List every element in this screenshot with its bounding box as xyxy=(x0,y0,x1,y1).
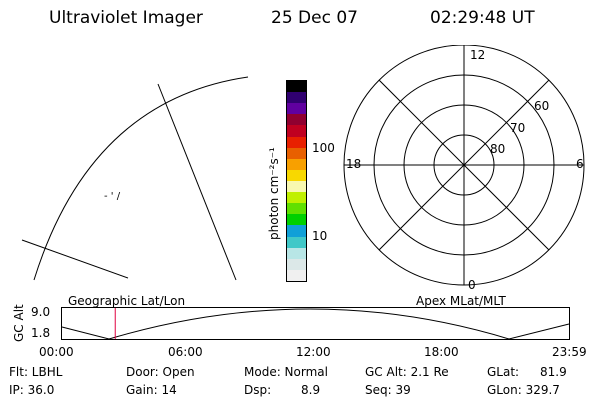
colorbar-segment xyxy=(287,225,306,237)
colorbar-segment xyxy=(287,103,306,115)
colorbar-segment xyxy=(287,214,306,226)
dsp-info: Dsp: xyxy=(244,383,272,397)
colorbar-segment xyxy=(287,147,306,159)
timeline-plot xyxy=(61,307,570,340)
colorbar-tick-10: 10 xyxy=(312,229,328,243)
seq-info: Seq: 39 xyxy=(365,383,411,397)
colorbar-segment xyxy=(287,136,306,148)
mlt-label-6: 6 xyxy=(576,157,584,171)
map-boundary-arc xyxy=(33,76,249,281)
colorbar-segment xyxy=(287,169,306,182)
glat-info: GLat: xyxy=(487,365,520,379)
colorbar-segment xyxy=(287,125,306,137)
geographic-map: - ' / xyxy=(21,76,249,281)
colorbar-segment xyxy=(287,192,306,204)
door-info: Door: Open xyxy=(126,365,195,379)
map-grid-line xyxy=(157,83,237,281)
mlt-label-0: 0 xyxy=(468,278,476,290)
lat-label-80: 80 xyxy=(490,142,505,156)
timeline-tick-0600: 06:00 xyxy=(168,345,203,359)
colorbar-segment xyxy=(287,81,306,93)
colorbar-segment xyxy=(287,92,306,104)
colorbar-segment xyxy=(287,158,306,170)
glon-info: GLon: 329.7 xyxy=(487,383,560,397)
timeline-axis-label: GC Alt xyxy=(12,304,26,342)
colorbar-segment xyxy=(287,114,306,126)
timeline-ymax: 9.0 xyxy=(31,305,51,319)
gc-alt-info: GC Alt: 2.1 Re xyxy=(365,365,449,379)
timeline-tick-1200: 12:00 xyxy=(296,345,331,359)
colorbar-segment xyxy=(287,247,306,259)
dsp-value: 8.9 xyxy=(301,383,321,397)
timeline-tick-1800: 18:00 xyxy=(424,345,459,359)
colorbar-unit-label: photon cm⁻²s⁻¹ xyxy=(267,147,281,240)
map-grid-line xyxy=(21,239,129,279)
map-marker-text: - ' / xyxy=(104,191,121,202)
timeline-frame xyxy=(61,307,570,340)
timeline-ymin: 1.8 xyxy=(31,326,51,340)
colorbar xyxy=(286,80,307,282)
gain-info: Gain: 14 xyxy=(126,383,177,397)
timeline-tick-2359: 23:59 xyxy=(552,345,587,359)
apex-label: Apex MLat/MLT xyxy=(416,294,506,308)
mode-info: Mode: Normal xyxy=(244,365,328,379)
time-label: 02:29:48 UT xyxy=(430,8,535,28)
polar-diagonal xyxy=(378,79,550,251)
glat-value: 81.9 xyxy=(540,365,567,379)
flt-info: Flt: LBHL xyxy=(9,365,63,379)
lat-label-60: 60 xyxy=(534,99,549,113)
colorbar-segment xyxy=(287,258,306,270)
timeline-tick-0000: 00:00 xyxy=(39,345,74,359)
mlt-label-12: 12 xyxy=(470,48,485,62)
polar-plot: 12 18 6 0 60 70 80 xyxy=(343,45,585,290)
colorbar-tick-100: 100 xyxy=(312,141,335,155)
altitude-curve xyxy=(61,308,570,340)
colorbar-segment xyxy=(287,236,306,248)
mlt-label-18: 18 xyxy=(346,157,361,171)
lat-label-70: 70 xyxy=(510,121,525,135)
date-label: 25 Dec 07 xyxy=(271,8,358,28)
colorbar-segment xyxy=(287,269,306,281)
instrument-title: Ultraviolet Imager xyxy=(49,8,203,28)
colorbar-segment xyxy=(287,203,306,215)
colorbar-segment xyxy=(287,181,306,193)
geographic-label: Geographic Lat/Lon xyxy=(68,294,186,308)
ip-info: IP: 36.0 xyxy=(9,383,55,397)
